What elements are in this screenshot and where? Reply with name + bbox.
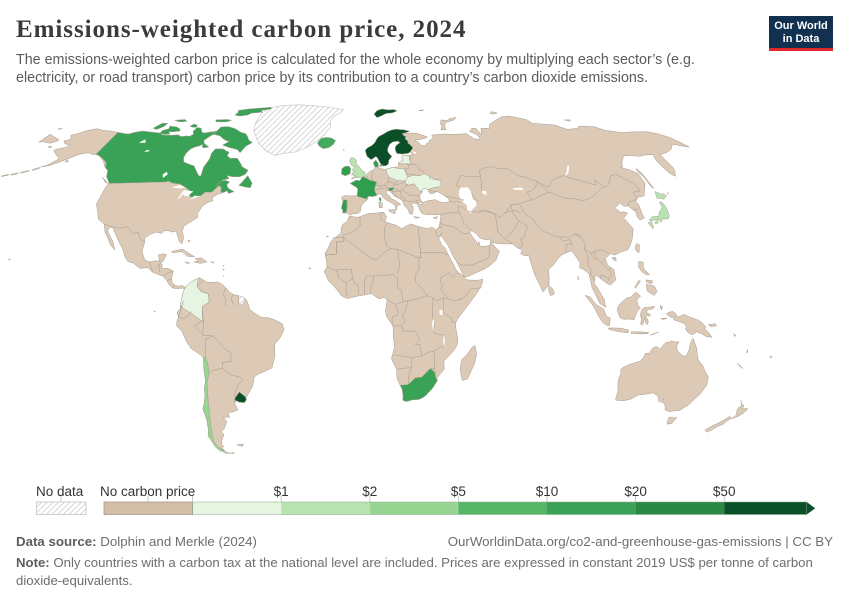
svg-text:$20: $20 [624, 484, 647, 499]
svg-text:No data: No data [36, 484, 84, 499]
svg-text:$2: $2 [362, 484, 377, 499]
svg-text:$5: $5 [451, 484, 466, 499]
svg-text:No carbon price: No carbon price [100, 484, 195, 499]
svg-text:$1: $1 [274, 484, 289, 499]
svg-text:$10: $10 [536, 484, 559, 499]
svg-text:$50: $50 [713, 484, 736, 499]
